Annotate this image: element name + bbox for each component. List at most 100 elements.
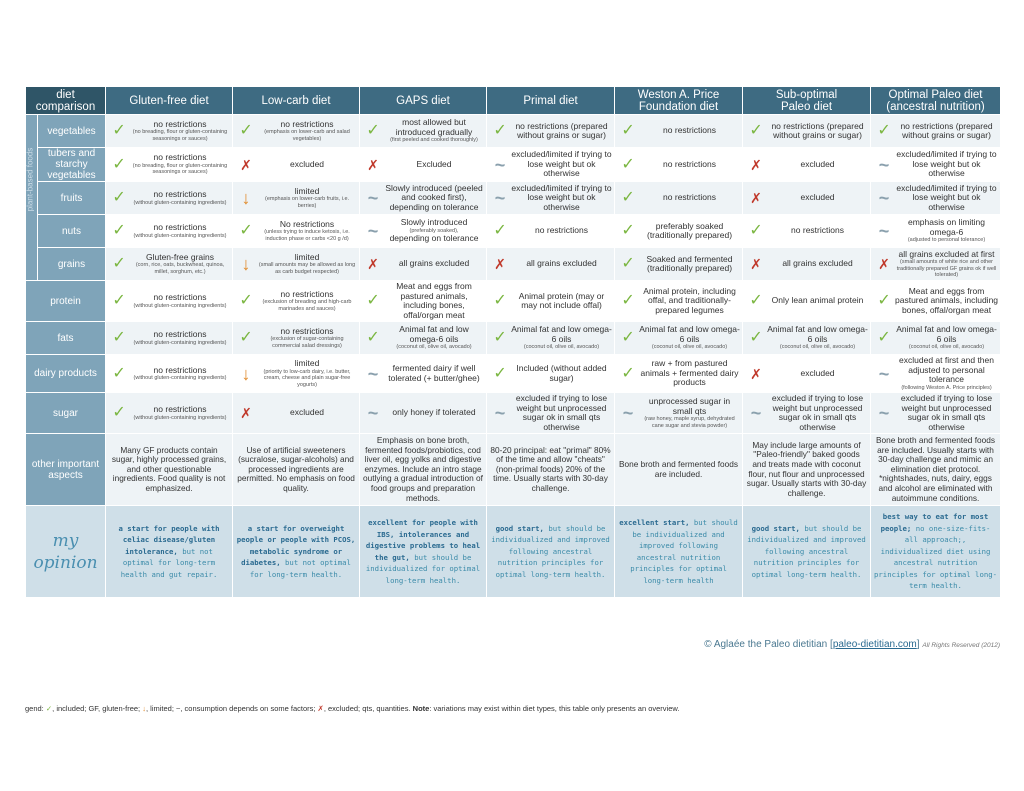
check-icon: ✓ — [112, 155, 126, 173]
check-icon: ✓ — [112, 255, 126, 272]
aspect-cell: 80-20 principal: eat "primal" 80% of the… — [486, 432, 616, 507]
table-cell: ✗ Excluded — [359, 147, 488, 182]
x-icon: ✗ — [750, 190, 762, 206]
table-cell: ✓ Animal fat and low omega-6 oils (coconut… — [359, 321, 488, 355]
row-label: dairy products — [24, 354, 107, 393]
opinion-row: my opinion a start for people with celiac … — [24, 505, 1002, 599]
x-icon: ✗ — [750, 156, 762, 173]
table-cell: ✗ excluded — [232, 147, 361, 182]
table-row: dairy products ✓ no restrictions (without g… — [24, 354, 1002, 393]
diet-header-gluten-free: Gluten-free diet — [105, 86, 234, 115]
row-label: fruits — [36, 181, 107, 215]
table-row: fruits ✓ no restrictions (without gluten-co… — [26, 181, 1002, 215]
legend-check-icon: ✓ — [45, 704, 53, 713]
row-label: tubers and starchy vegetables — [36, 147, 107, 182]
check-icon: ✓ — [621, 122, 635, 139]
aspect-cell: Many GF products contain sugar, highly p… — [105, 432, 234, 507]
tilde-icon: ~ — [878, 188, 890, 208]
tilde-icon: ~ — [494, 154, 506, 175]
tilde-icon: ~ — [750, 403, 762, 423]
table-cell: ✓ no restrictions (without gluten-containi… — [105, 321, 234, 355]
table-row: tubers and starchy vegetables ✓ no restric… — [26, 147, 1002, 182]
check-icon: ✓ — [493, 329, 507, 346]
tilde-icon: ~ — [622, 403, 634, 423]
table-cell: ✓ no restrictions (without gluten-containi… — [105, 214, 234, 248]
row-label: sugar — [24, 392, 107, 434]
table-cell: ✓ raw + from pastured animals + fermented… — [614, 354, 744, 393]
copyright-credit: © Aglaée the Paleo dietitian [paleo-diet… — [704, 639, 1000, 650]
check-icon: ✓ — [366, 329, 380, 346]
check-icon: ✓ — [621, 364, 635, 382]
row-label: grains — [36, 247, 107, 281]
site-link[interactable]: paleo-dietitian.com — [832, 639, 917, 650]
check-icon: ✓ — [749, 222, 763, 239]
aspect-cell: Use of artificial sweeteners (sucralose,… — [232, 432, 361, 507]
tilde-icon: ~ — [878, 403, 890, 423]
down-icon: ↓ — [241, 254, 251, 274]
aspect-cell: Bone broth and fermented foods are inclu… — [870, 432, 1002, 507]
table-cell: ~ Slowly introduced (peeled and cooked fi… — [359, 181, 488, 215]
check-icon: ✓ — [239, 292, 253, 309]
table-cell: ✗ all grains excluded at first (small amou… — [870, 247, 1002, 281]
x-icon: ✗ — [878, 256, 890, 272]
table-cell: ~ Slowly introduced (preferably soaked), de… — [359, 214, 488, 248]
table-cell: ✓ no restrictions (without gluten-containi… — [105, 181, 234, 215]
table-row: fats ✓ no restrictions (without gluten-cont… — [24, 321, 1002, 355]
check-icon: ✓ — [877, 329, 891, 346]
table-cell: ✗ excluded — [742, 147, 872, 182]
table-cell: ~ excluded/limited if trying to lose weig… — [870, 147, 1002, 182]
check-icon: ✓ — [112, 189, 126, 206]
table-row: nuts ✓ no restrictions (without gluten-cont… — [26, 214, 1002, 248]
table-cell: ~ excluded at first and then adjusted to … — [870, 354, 1002, 393]
table-cell: ✓ no restrictions — [614, 114, 744, 148]
table-cell: ~ fermented dairy if well tolerated (+ bu… — [359, 354, 488, 393]
table-cell: ↓ limited (small amounts may be allowed as… — [232, 247, 361, 281]
table-cell: ✓ no restrictions — [742, 214, 872, 248]
table-cell: ✓ Soaked and fermented (traditionally pre… — [614, 247, 744, 281]
table-cell: ~ excluded/limited if trying to lose weig… — [870, 181, 1002, 215]
check-icon: ✓ — [749, 292, 763, 309]
table-cell: ✓ no restrictions (emphasis on lower-carb … — [232, 114, 361, 148]
table-cell: ✓ Animal fat and low omega-6 oils (coconut… — [486, 321, 616, 355]
check-icon: ✓ — [621, 329, 635, 346]
table-cell: ✓ no restrictions (no breading, flour or g… — [105, 147, 234, 182]
table-cell: ✓ Meat and eggs from pastured animals, in… — [870, 280, 1002, 322]
aspect-cell: Emphasis on bone broth, fermented foods/… — [359, 432, 488, 507]
x-icon: ✗ — [240, 156, 252, 173]
diet-header-weston-price: Weston A. Price Foundation diet — [614, 86, 744, 115]
table-cell: ✓ Animal fat and low omega-6 oils (coconut… — [742, 321, 872, 355]
aspect-cell: Bone broth and fermented foods are inclu… — [614, 432, 744, 507]
table-cell: ✗ excluded — [742, 354, 872, 393]
legend-x-icon: ✗ — [317, 704, 324, 713]
check-icon: ✓ — [749, 329, 763, 346]
table-cell: ↓ limited (emphasis on lower-carb fruits, … — [232, 181, 361, 215]
check-icon: ✓ — [112, 364, 126, 382]
check-icon: ✓ — [239, 122, 253, 139]
table-cell: ~ excluded/limited if trying to lose weig… — [486, 181, 616, 215]
aspect-cell: May include large amounts of "Paleo-frie… — [742, 432, 872, 507]
check-icon: ✓ — [877, 292, 891, 309]
check-icon: ✓ — [112, 292, 126, 309]
table-row: protein ✓ no restrictions (without gluten-c… — [24, 280, 1002, 322]
table-cell: ✗ all grains excluded — [486, 247, 616, 281]
table-cell: ✓ no restrictions (no breading, flour or g… — [105, 114, 234, 148]
opinion-label: my opinion — [24, 505, 107, 599]
row-label: other important aspects — [24, 432, 107, 507]
table-cell: ✓ no restrictions (without gluten-containi… — [105, 280, 234, 322]
down-icon: ↓ — [241, 363, 251, 384]
tilde-icon: ~ — [878, 154, 890, 175]
tilde-icon: ~ — [367, 403, 379, 423]
table-row: plant-based foods vegetables ✓ no restricti… — [25, 114, 1002, 281]
x-icon: ✗ — [240, 405, 252, 421]
check-icon: ✓ — [366, 292, 380, 309]
tilde-icon: ~ — [878, 363, 890, 384]
opinion-cell: a start for people with celiac disease/g… — [105, 505, 234, 599]
legend-down-arrow-icon: ↓ — [142, 704, 146, 713]
table-cell: ~ unprocessed sugar in small qts (raw hone… — [614, 392, 744, 434]
x-icon: ✗ — [367, 256, 379, 272]
x-icon: ✗ — [750, 256, 762, 272]
check-icon: ✓ — [493, 122, 507, 139]
table-row: grains ✓ Gluten-free grains (corn, rice, oa… — [26, 247, 1002, 281]
diet-header-low-carb: Low-carb diet — [232, 86, 361, 115]
table-cell: ~ excluded/limited if trying to lose weig… — [486, 147, 616, 182]
